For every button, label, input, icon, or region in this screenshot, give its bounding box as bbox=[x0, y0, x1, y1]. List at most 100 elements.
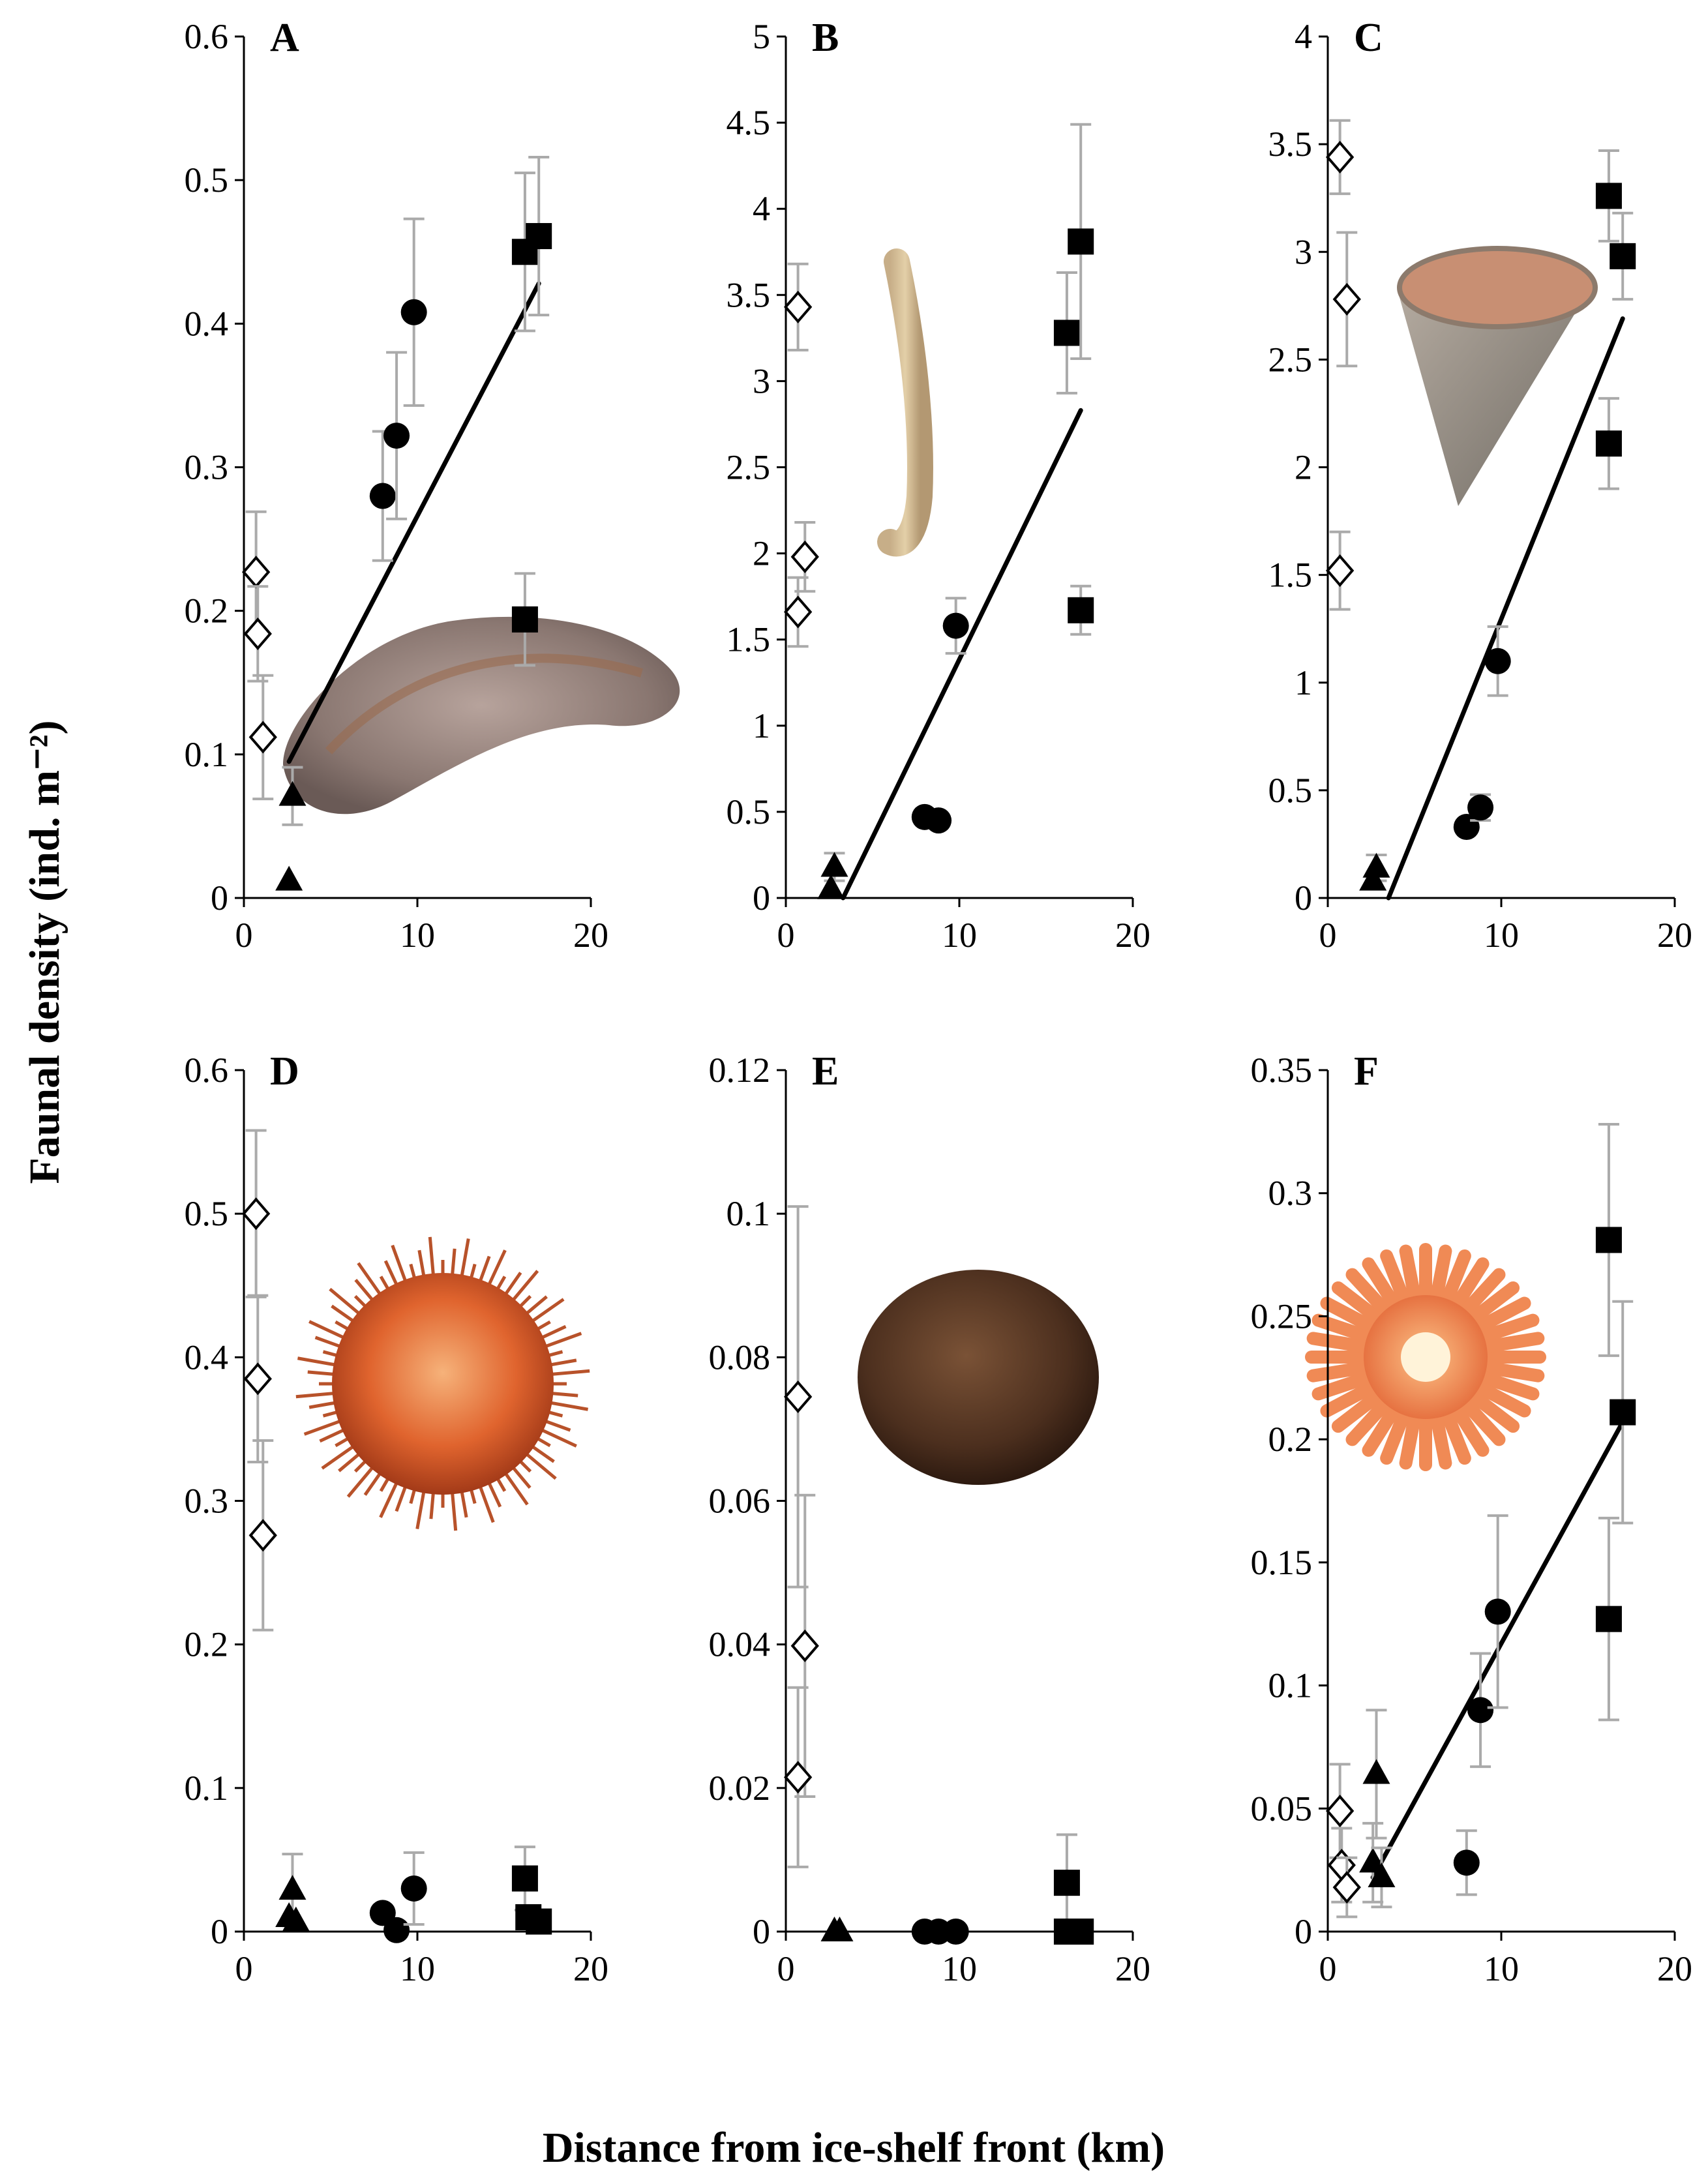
panel-f: 0 0.05 0.1 0.15 0.2 0.25 0.3 0.35 0 10 20 F bbox=[1251, 1049, 1693, 1988]
y-tick-label: 1.5 bbox=[727, 620, 771, 659]
y-tick-label: 0 bbox=[1295, 1912, 1312, 1951]
circle-point bbox=[1467, 794, 1494, 821]
y-tick-label: 0.5 bbox=[185, 160, 229, 200]
circle-point bbox=[1484, 1598, 1511, 1625]
diamond-point bbox=[1325, 140, 1355, 173]
y-tick-label: 0.2 bbox=[1268, 1420, 1313, 1459]
x-tick-label: 20 bbox=[1115, 1949, 1150, 1988]
sponge-ball-image bbox=[858, 1270, 1099, 1485]
square-point bbox=[1068, 1919, 1094, 1945]
diamond-point bbox=[241, 556, 271, 589]
panel-b: 0 0.5 1 1.5 2 2.5 3 3.5 4 4.5 5 0 10 20 B bbox=[727, 16, 1151, 955]
sea-cucumber-stripe bbox=[325, 653, 643, 755]
diamond-point bbox=[248, 1519, 277, 1552]
diamond-point bbox=[1332, 282, 1361, 316]
diamond-point bbox=[243, 1362, 272, 1396]
y-tick-label: 2 bbox=[1295, 448, 1312, 487]
y-tick-label: 0.2 bbox=[185, 1625, 229, 1664]
triangle-point bbox=[1362, 852, 1390, 878]
panel-d: 0 0.1 0.2 0.3 0.4 0.5 0.6 0 10 20 D bbox=[185, 1049, 609, 1988]
y-tick-label: 0.6 bbox=[185, 1051, 229, 1090]
tube-worm-body bbox=[877, 248, 933, 557]
diamond-point bbox=[1332, 1871, 1361, 1904]
panel-c: 0 0.5 1 1.5 2 2.5 3 3.5 4 0 10 20 C bbox=[1268, 16, 1693, 955]
triangle-point bbox=[1368, 1862, 1396, 1887]
y-tick-label: 0.4 bbox=[185, 304, 229, 343]
square-point bbox=[1595, 430, 1622, 457]
cup-coral-image bbox=[1397, 246, 1598, 506]
x-tick-label: 10 bbox=[1484, 1949, 1519, 1988]
trend-line bbox=[1386, 316, 1625, 901]
y-tick-label: 4 bbox=[1295, 17, 1312, 56]
y-tick-label: 0.1 bbox=[185, 1769, 229, 1808]
y-tick-label: 0.15 bbox=[1251, 1543, 1313, 1582]
y-tick-label: 2.5 bbox=[1268, 340, 1313, 379]
x-tick-label: 10 bbox=[400, 1949, 435, 1988]
x-tick-label: 0 bbox=[777, 916, 795, 955]
x-tick-label: 20 bbox=[1657, 1949, 1692, 1988]
panel-label: D bbox=[270, 1049, 299, 1094]
diamond-point bbox=[1325, 554, 1355, 588]
y-tick-label: 0 bbox=[211, 878, 228, 918]
y-tick-label: 0.1 bbox=[185, 735, 229, 774]
circle-point bbox=[1467, 1697, 1494, 1724]
y-tick-label: 0 bbox=[211, 1912, 228, 1951]
y-tick-label: 4.5 bbox=[727, 103, 771, 142]
diamond-point bbox=[783, 290, 813, 323]
y-tick-label: 0.1 bbox=[727, 1194, 771, 1233]
square-point bbox=[526, 1908, 552, 1935]
y-tick-label: 4 bbox=[753, 189, 770, 228]
y-tick-label: 0.2 bbox=[185, 591, 229, 631]
triangle-point bbox=[1362, 1759, 1390, 1784]
y-tick-label: 2.5 bbox=[727, 448, 771, 487]
square-point bbox=[1595, 183, 1622, 209]
trend-line bbox=[286, 281, 541, 764]
y-tick-label: 1 bbox=[1295, 663, 1312, 702]
y-tick-label: 3 bbox=[753, 361, 770, 400]
triangle-point bbox=[820, 852, 848, 877]
sea-urchin-body bbox=[332, 1273, 554, 1495]
y-tick-label: 0.35 bbox=[1251, 1051, 1313, 1090]
square-point bbox=[1053, 1870, 1080, 1896]
y-tick-label: 3.5 bbox=[1268, 125, 1313, 164]
x-tick-label: 20 bbox=[573, 916, 608, 955]
y-tick-label: 0.12 bbox=[709, 1051, 771, 1090]
y-axis-label: Faunal density (ind. m⁻²) bbox=[21, 720, 68, 1184]
sea-anemone-image bbox=[1305, 1243, 1546, 1471]
y-tick-label: 0 bbox=[753, 878, 770, 918]
circle-point bbox=[383, 1917, 410, 1943]
x-tick-label: 20 bbox=[1115, 916, 1150, 955]
y-tick-label: 0 bbox=[1295, 878, 1312, 918]
square-point bbox=[1610, 1399, 1636, 1426]
circle-point bbox=[942, 1919, 969, 1945]
y-tick-label: 0.3 bbox=[185, 448, 229, 487]
y-tick-label: 0.08 bbox=[709, 1338, 771, 1377]
sea-cucumber-body bbox=[283, 616, 680, 815]
chart-panels: 00.10.20.30.40.50.60 10 20A00.511.522.533.… bbox=[185, 16, 1693, 1988]
circle-point bbox=[369, 483, 396, 509]
panel-label: A bbox=[270, 16, 299, 60]
square-point bbox=[511, 606, 538, 633]
x-tick-label: 20 bbox=[573, 1949, 608, 1988]
diamond-point bbox=[1325, 1795, 1355, 1828]
triangle-point bbox=[278, 1875, 307, 1900]
triangle-point bbox=[282, 1906, 310, 1932]
triangle-point bbox=[826, 1917, 854, 1941]
diamond-point bbox=[783, 595, 813, 629]
diamond-point bbox=[783, 1380, 813, 1413]
y-tick-label: 0.25 bbox=[1251, 1296, 1313, 1336]
x-tick-label: 10 bbox=[1484, 916, 1519, 955]
x-axis-label: Distance from ice-shelf front (km) bbox=[543, 2124, 1165, 2172]
x-tick-label: 0 bbox=[235, 916, 253, 955]
circle-point bbox=[400, 299, 427, 325]
y-tick-label: 0.02 bbox=[709, 1769, 771, 1808]
x-tick-label: 0 bbox=[235, 1949, 253, 1988]
square-point bbox=[1595, 1227, 1622, 1253]
square-point bbox=[1595, 1606, 1622, 1632]
triangle-point bbox=[1359, 865, 1387, 891]
sea-cucumber-image bbox=[283, 616, 680, 815]
y-tick-label: 1.5 bbox=[1268, 556, 1313, 595]
cup-coral-opening bbox=[1397, 246, 1598, 329]
panel-label: F bbox=[1354, 1049, 1379, 1094]
